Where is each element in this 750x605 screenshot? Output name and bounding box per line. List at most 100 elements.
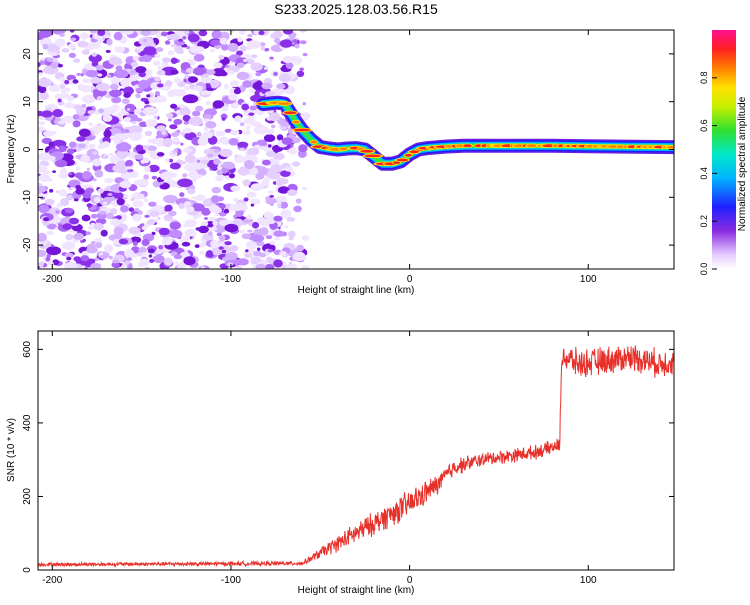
noise-speckle [265, 198, 275, 205]
noise-speckle [144, 214, 150, 218]
noise-speckle [259, 146, 267, 151]
noise-speckle [212, 220, 218, 226]
noise-speckle [185, 45, 191, 50]
noise-speckle [170, 88, 178, 94]
noise-speckle [218, 55, 225, 60]
noise-speckle [255, 263, 266, 269]
noise-speckle [50, 244, 55, 248]
noise-speckle [111, 57, 117, 61]
noise-speckle [249, 105, 257, 111]
noise-speckle [38, 190, 41, 194]
signal-hot-core [463, 144, 472, 148]
noise-speckle [123, 116, 131, 123]
noise-speckle [202, 131, 214, 139]
noise-speckle [224, 241, 232, 246]
noise-speckle [38, 121, 46, 126]
noise-speckle [131, 120, 137, 125]
noise-speckle [109, 89, 122, 98]
noise-speckle [183, 86, 191, 91]
noise-speckle [148, 164, 160, 173]
spectrogram-ytick-label: 20 [22, 48, 33, 60]
noise-speckle [116, 111, 122, 116]
noise-speckle [57, 63, 63, 68]
noise-speckle [285, 263, 298, 269]
noise-speckle [62, 223, 73, 230]
signal-hot-core [284, 111, 297, 115]
noise-speckle [120, 78, 131, 88]
noise-speckle [121, 141, 129, 148]
signal-hot-core [364, 154, 382, 158]
noise-speckle [183, 30, 190, 35]
signal-hot-core [404, 153, 412, 157]
noise-speckle [184, 154, 196, 163]
noise-speckle [64, 252, 74, 258]
noise-speckle [245, 125, 251, 130]
noise-speckle [187, 33, 200, 43]
noise-speckle [182, 36, 187, 40]
noise-speckle [54, 38, 66, 47]
noise-speckle [218, 246, 224, 250]
noise-speckle [138, 79, 150, 89]
noise-speckle [198, 242, 206, 248]
noise-speckle [88, 122, 94, 127]
spectrogram-xtick-label: -100 [221, 274, 241, 285]
noise-speckle [230, 129, 240, 136]
noise-speckle [106, 212, 114, 220]
noise-speckle [192, 67, 206, 75]
noise-speckle [274, 236, 280, 241]
noise-speckle [130, 236, 142, 244]
noise-speckle [274, 37, 281, 44]
noise-speckle [52, 259, 60, 266]
noise-speckle [64, 79, 70, 85]
noise-speckle [110, 218, 121, 226]
noise-speckle [218, 235, 226, 241]
noise-speckle [264, 91, 276, 97]
noise-speckle [271, 124, 276, 129]
noise-speckle [124, 162, 130, 166]
noise-speckle [165, 80, 173, 87]
noise-speckle [142, 39, 148, 42]
noise-speckle [46, 223, 57, 230]
noise-speckle [138, 178, 149, 187]
snr-xtick-label: 0 [407, 575, 413, 586]
noise-speckle [87, 225, 95, 230]
noise-speckle [191, 178, 197, 183]
noise-speckle [192, 214, 199, 220]
noise-speckle [98, 210, 107, 215]
noise-speckle [166, 112, 174, 119]
noise-speckle [45, 256, 51, 262]
noise-speckle [201, 207, 211, 216]
noise-speckle [182, 114, 191, 122]
noise-speckle [135, 117, 143, 122]
noise-speckle [96, 96, 103, 101]
noise-speckle [224, 128, 232, 133]
noise-speckle [114, 46, 125, 53]
noise-speckle [264, 211, 271, 215]
noise-speckle [102, 114, 113, 122]
noise-speckle [58, 77, 66, 82]
noise-speckle [273, 215, 283, 222]
snr-ytick-label: 200 [22, 488, 33, 505]
noise-speckle [91, 213, 98, 219]
noise-speckle [179, 239, 184, 243]
noise-speckle [236, 50, 243, 56]
noise-speckle [52, 131, 57, 135]
noise-speckle [82, 170, 92, 180]
noise-speckle [119, 139, 124, 144]
noise-speckle [46, 246, 62, 256]
noise-speckle [211, 166, 218, 171]
noise-speckle [167, 50, 175, 56]
noise-speckle [296, 244, 304, 252]
noise-speckle [153, 115, 158, 120]
noise-speckle [272, 181, 277, 185]
noise-speckle [109, 255, 113, 260]
noise-speckle [72, 79, 79, 84]
noise-speckle [174, 44, 183, 54]
noise-speckle [285, 62, 294, 70]
noise-speckle [295, 198, 302, 204]
spectrogram-ylabel: Frequency (Hz) [6, 115, 17, 184]
noise-speckle [236, 136, 240, 140]
noise-speckle [147, 138, 155, 144]
noise-speckle [113, 226, 124, 236]
